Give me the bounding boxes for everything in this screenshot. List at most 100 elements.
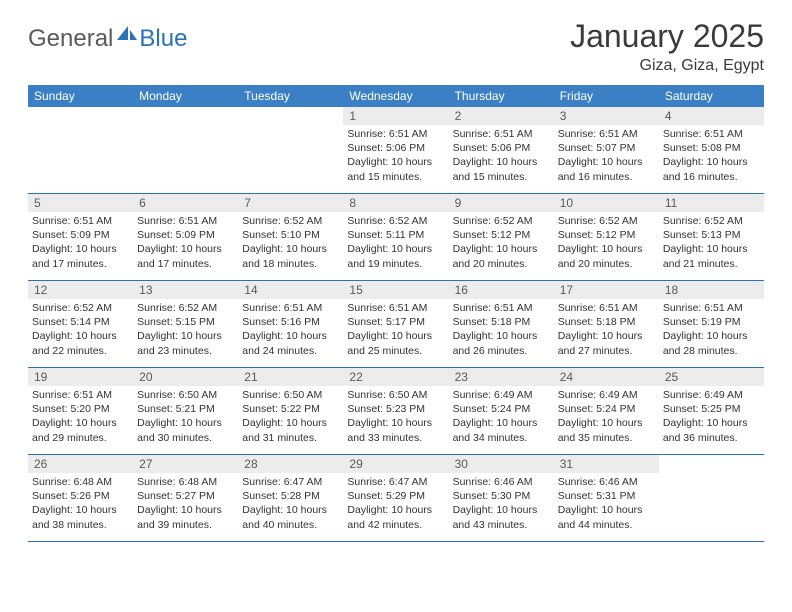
- calendar-cell: 28Sunrise: 6:47 AMSunset: 5:28 PMDayligh…: [238, 455, 343, 541]
- day-header-cell: Thursday: [449, 85, 554, 107]
- day-info: Sunrise: 6:48 AMSunset: 5:27 PMDaylight:…: [133, 473, 238, 536]
- calendar-cell: 26Sunrise: 6:48 AMSunset: 5:26 PMDayligh…: [28, 455, 133, 541]
- calendar-cell: 9Sunrise: 6:52 AMSunset: 5:12 PMDaylight…: [449, 194, 554, 280]
- day-info: Sunrise: 6:51 AMSunset: 5:08 PMDaylight:…: [659, 125, 764, 188]
- daylight-line-1: Daylight: 10 hours: [558, 503, 655, 517]
- sunset-line: Sunset: 5:24 PM: [453, 402, 550, 416]
- sunset-line: Sunset: 5:09 PM: [137, 228, 234, 242]
- sunrise-line: Sunrise: 6:52 AM: [663, 214, 760, 228]
- calendar-cell: 6Sunrise: 6:51 AMSunset: 5:09 PMDaylight…: [133, 194, 238, 280]
- day-number: 6: [133, 194, 238, 212]
- title-block: January 2025 Giza, Giza, Egypt: [570, 18, 764, 75]
- calendar-week: 12Sunrise: 6:52 AMSunset: 5:14 PMDayligh…: [28, 281, 764, 368]
- day-header-cell: Friday: [554, 85, 659, 107]
- sunset-line: Sunset: 5:12 PM: [453, 228, 550, 242]
- calendar-cell: 17Sunrise: 6:51 AMSunset: 5:18 PMDayligh…: [554, 281, 659, 367]
- daylight-line-2: and 26 minutes.: [453, 344, 550, 358]
- day-info: Sunrise: 6:52 AMSunset: 5:10 PMDaylight:…: [238, 212, 343, 275]
- calendar-cell: 16Sunrise: 6:51 AMSunset: 5:18 PMDayligh…: [449, 281, 554, 367]
- day-number: 1: [343, 107, 448, 125]
- sunrise-line: Sunrise: 6:52 AM: [242, 214, 339, 228]
- day-number: 31: [554, 455, 659, 473]
- day-info: Sunrise: 6:49 AMSunset: 5:25 PMDaylight:…: [659, 386, 764, 449]
- sunset-line: Sunset: 5:07 PM: [558, 141, 655, 155]
- day-info: Sunrise: 6:47 AMSunset: 5:28 PMDaylight:…: [238, 473, 343, 536]
- day-number: 8: [343, 194, 448, 212]
- sunrise-line: Sunrise: 6:47 AM: [347, 475, 444, 489]
- sunrise-line: Sunrise: 6:52 AM: [558, 214, 655, 228]
- calendar-cell: 31 Sunrise: 6:46 AMSunset: 5:31 PMDayligh…: [554, 455, 659, 541]
- daylight-line-1: Daylight: 10 hours: [242, 416, 339, 430]
- calendar-cell: 1Sunrise: 6:51 AMSunset: 5:06 PMDaylight…: [343, 107, 448, 193]
- calendar-week: 26Sunrise: 6:48 AMSunset: 5:26 PMDayligh…: [28, 455, 764, 542]
- sunset-line: Sunset: 5:31 PM: [558, 489, 655, 503]
- daylight-line-2: and 19 minutes.: [347, 257, 444, 271]
- daylight-line-2: and 17 minutes.: [137, 257, 234, 271]
- calendar-cell: 21Sunrise: 6:50 AMSunset: 5:22 PMDayligh…: [238, 368, 343, 454]
- day-info: Sunrise: 6:51 AMSunset: 5:09 PMDaylight:…: [28, 212, 133, 275]
- day-number: 11: [659, 194, 764, 212]
- calendar-cell: 8Sunrise: 6:52 AMSunset: 5:11 PMDaylight…: [343, 194, 448, 280]
- sunset-line: Sunset: 5:21 PM: [137, 402, 234, 416]
- sunrise-line: Sunrise: 6:50 AM: [347, 388, 444, 402]
- sunset-line: Sunset: 5:19 PM: [663, 315, 760, 329]
- sunrise-line: Sunrise: 6:46 AM: [558, 475, 655, 489]
- sunrise-line: Sunrise: 6:49 AM: [453, 388, 550, 402]
- daylight-line-1: Daylight: 10 hours: [663, 416, 760, 430]
- day-info: Sunrise: 6:51 AMSunset: 5:18 PMDaylight:…: [449, 299, 554, 362]
- day-number: 10: [554, 194, 659, 212]
- daylight-line-1: Daylight: 10 hours: [453, 242, 550, 256]
- calendar: SundayMondayTuesdayWednesdayThursdayFrid…: [28, 85, 764, 542]
- day-info: Sunrise: 6:51 AMSunset: 5:17 PMDaylight:…: [343, 299, 448, 362]
- calendar-cell: 24Sunrise: 6:49 AMSunset: 5:24 PMDayligh…: [554, 368, 659, 454]
- sunset-line: Sunset: 5:25 PM: [663, 402, 760, 416]
- sunset-line: Sunset: 5:18 PM: [453, 315, 550, 329]
- day-info: Sunrise: 6:50 AMSunset: 5:22 PMDaylight:…: [238, 386, 343, 449]
- calendar-cell: 10Sunrise: 6:52 AMSunset: 5:12 PMDayligh…: [554, 194, 659, 280]
- daylight-line-1: Daylight: 10 hours: [663, 242, 760, 256]
- calendar-cell: [28, 107, 133, 193]
- day-number: 20: [133, 368, 238, 386]
- page-title: January 2025: [570, 18, 764, 55]
- daylight-line-1: Daylight: 10 hours: [453, 155, 550, 169]
- day-info: Sunrise: 6:52 AMSunset: 5:12 PMDaylight:…: [449, 212, 554, 275]
- sunset-line: Sunset: 5:30 PM: [453, 489, 550, 503]
- calendar-cell: [133, 107, 238, 193]
- day-number: 17: [554, 281, 659, 299]
- daylight-line-1: Daylight: 10 hours: [347, 416, 444, 430]
- day-header-cell: Tuesday: [238, 85, 343, 107]
- daylight-line-1: Daylight: 10 hours: [137, 329, 234, 343]
- daylight-line-1: Daylight: 10 hours: [453, 329, 550, 343]
- daylight-line-2: and 27 minutes.: [558, 344, 655, 358]
- day-number: 4: [659, 107, 764, 125]
- daylight-line-2: and 20 minutes.: [558, 257, 655, 271]
- day-number: 28: [238, 455, 343, 473]
- day-number: 7: [238, 194, 343, 212]
- daylight-line-1: Daylight: 10 hours: [32, 416, 129, 430]
- day-info: Sunrise: 6:48 AMSunset: 5:26 PMDaylight:…: [28, 473, 133, 536]
- sunrise-line: Sunrise: 6:51 AM: [32, 214, 129, 228]
- day-info: Sunrise: 6:51 AMSunset: 5:06 PMDaylight:…: [343, 125, 448, 188]
- sunrise-line: Sunrise: 6:49 AM: [663, 388, 760, 402]
- day-info: Sunrise: 6:46 AMSunset: 5:30 PMDaylight:…: [449, 473, 554, 536]
- day-number: 3: [554, 107, 659, 125]
- sunrise-line: Sunrise: 6:51 AM: [347, 301, 444, 315]
- daylight-line-2: and 24 minutes.: [242, 344, 339, 358]
- day-number: 27: [133, 455, 238, 473]
- day-info: Sunrise: 6:49 AMSunset: 5:24 PMDaylight:…: [554, 386, 659, 449]
- sunset-line: Sunset: 5:06 PM: [347, 141, 444, 155]
- sunset-line: Sunset: 5:18 PM: [558, 315, 655, 329]
- day-info: Sunrise: 6:51 AMSunset: 5:16 PMDaylight:…: [238, 299, 343, 362]
- logo-sail-icon: [117, 24, 137, 47]
- day-info: Sunrise: 6:51 AMSunset: 5:07 PMDaylight:…: [554, 125, 659, 188]
- sunrise-line: Sunrise: 6:52 AM: [453, 214, 550, 228]
- sunset-line: Sunset: 5:29 PM: [347, 489, 444, 503]
- daylight-line-2: and 44 minutes.: [558, 518, 655, 532]
- daylight-line-1: Daylight: 10 hours: [347, 242, 444, 256]
- sunset-line: Sunset: 5:23 PM: [347, 402, 444, 416]
- daylight-line-1: Daylight: 10 hours: [32, 242, 129, 256]
- day-info: Sunrise: 6:50 AMSunset: 5:21 PMDaylight:…: [133, 386, 238, 449]
- daylight-line-2: and 15 minutes.: [453, 170, 550, 184]
- daylight-line-1: Daylight: 10 hours: [32, 503, 129, 517]
- day-info: Sunrise: 6:52 AMSunset: 5:11 PMDaylight:…: [343, 212, 448, 275]
